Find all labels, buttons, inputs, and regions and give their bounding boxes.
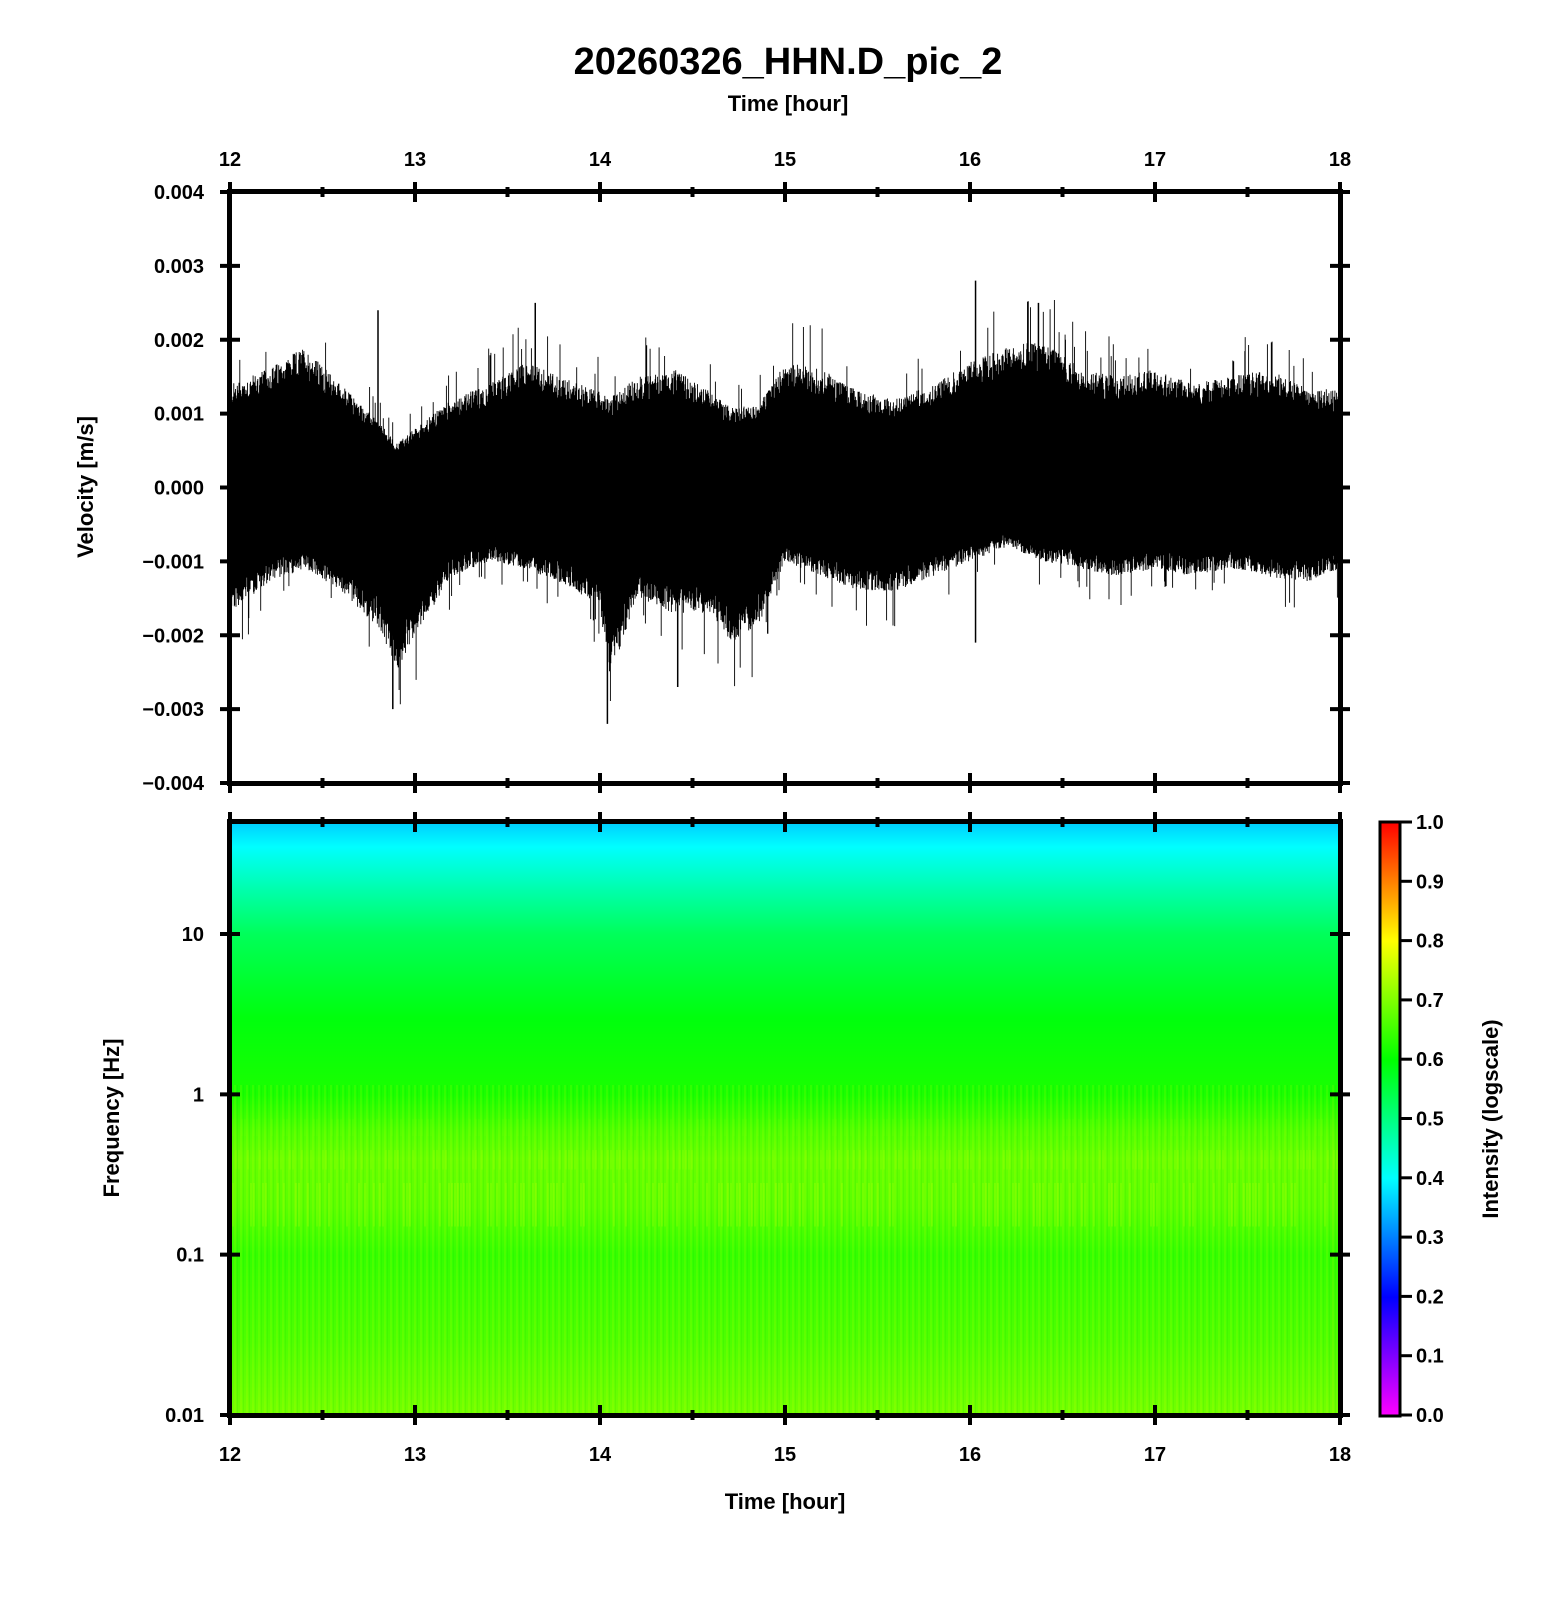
colorbar-tick-label: 0.1 [1416, 1346, 1444, 1368]
waveform-y-tick-label: −0.001 [142, 551, 204, 573]
colorbar-tick-label: 0.4 [1416, 1168, 1445, 1190]
colorbar-tick-label: 0.6 [1416, 1049, 1444, 1071]
waveform-y-axis-label: Velocity [m/s] [73, 416, 98, 558]
waveform-y-tick-label: −0.002 [142, 625, 204, 647]
spectrogram-y-tick-label: 1 [193, 1084, 204, 1106]
waveform-y-tick-label: 0.003 [154, 256, 204, 278]
waveform-y-tick-label: 0.001 [154, 404, 204, 426]
colorbar-tick-labels: 1.0 0.9 0.8 0.7 0.6 0.5 0.4 0.3 0.2 0.1 0.0 [1416, 812, 1445, 1427]
waveform-x-tick-label: 16 [959, 149, 981, 171]
waveform-y-tick-labels: 0.004 0.003 0.002 0.001 0.000 −0.001 −0.002 −0.… [142, 182, 205, 795]
spectrogram-x-tick-label: 18 [1329, 1444, 1351, 1466]
spectrogram-x-tick-label: 16 [959, 1444, 981, 1466]
waveform-x-tick-label: 14 [589, 149, 612, 171]
spectrogram-x-tick-label: 15 [774, 1444, 796, 1466]
waveform-y-tick-label: 0.004 [154, 182, 205, 204]
waveform-x-tick-label: 15 [774, 149, 796, 171]
colorbar-ticks [1400, 820, 1412, 1417]
spectrogram-x-tick-labels: 12 13 14 15 16 17 18 [219, 1444, 1351, 1466]
spectrogram-y-tick-label: 0.01 [165, 1405, 204, 1427]
spectrogram-x-axis-label: Time [hour] [725, 1489, 846, 1514]
waveform-panel: 12 13 14 15 16 17 18 0.004 0.003 0.002 0.001 0.000… [73, 149, 1351, 795]
waveform-trace [229, 280, 1341, 724]
waveform-x-tick-label: 18 [1329, 149, 1351, 171]
spectrogram-x-tick-label: 12 [219, 1444, 241, 1466]
colorbar-tick-label: 0.3 [1416, 1227, 1444, 1249]
colorbar-tick-label: 0.5 [1416, 1109, 1444, 1131]
waveform-line [229, 300, 1341, 705]
spectrogram-panel: 12 13 14 15 16 17 18 10 1 0.1 0.01 Time [hour] Fr… [99, 812, 1351, 1514]
spectrogram-texture [230, 1085, 1340, 1416]
waveform-y-tick-label: −0.003 [142, 699, 204, 721]
colorbar-gradient [1378, 820, 1402, 1418]
colorbar-tick-label: 1.0 [1416, 812, 1444, 834]
waveform-x-tick-label: 17 [1144, 149, 1166, 171]
waveform-ticks [220, 182, 1350, 793]
spectrogram-ticks [220, 812, 1350, 1425]
waveform-y-tick-label: 0.000 [154, 478, 204, 500]
colorbar-tick-label: 0.7 [1416, 990, 1444, 1012]
waveform-x-tick-label: 12 [219, 149, 241, 171]
spectrogram-y-axis-label: Frequency [Hz] [99, 1039, 124, 1198]
chart-title: 20260326_HHN.D_pic_2 [574, 41, 1003, 83]
waveform-y-tick-label: 0.002 [154, 330, 204, 352]
spectrogram-y-tick-label: 10 [182, 924, 204, 946]
spectrogram-x-tick-label: 14 [589, 1444, 612, 1466]
colorbar-tick-label: 0.8 [1416, 931, 1444, 953]
spectrogram-y-tick-label: 0.1 [176, 1245, 204, 1267]
colorbar-tick-label: 0.9 [1416, 871, 1444, 893]
colorbar-tick-label: 0.0 [1416, 1405, 1444, 1427]
colorbar: 1.0 0.9 0.8 0.7 0.6 0.5 0.4 0.3 0.2 0.1 0.0 Intens… [1378, 812, 1503, 1427]
spectrogram-x-tick-label: 17 [1144, 1444, 1166, 1466]
waveform-x-tick-labels: 12 13 14 15 16 17 18 [219, 149, 1351, 171]
colorbar-tick-label: 0.2 [1416, 1286, 1444, 1308]
waveform-x-tick-label: 13 [404, 149, 426, 171]
top-x-axis-label: Time [hour] [728, 91, 849, 116]
waveform-y-tick-label: −0.004 [142, 773, 205, 795]
colorbar-label: Intensity (logscale) [1478, 1019, 1503, 1218]
spectrogram-bands [229, 1119, 1338, 1227]
spectrogram-x-tick-label: 13 [404, 1444, 426, 1466]
spectrogram-y-tick-labels: 10 1 0.1 0.01 [165, 924, 204, 1427]
